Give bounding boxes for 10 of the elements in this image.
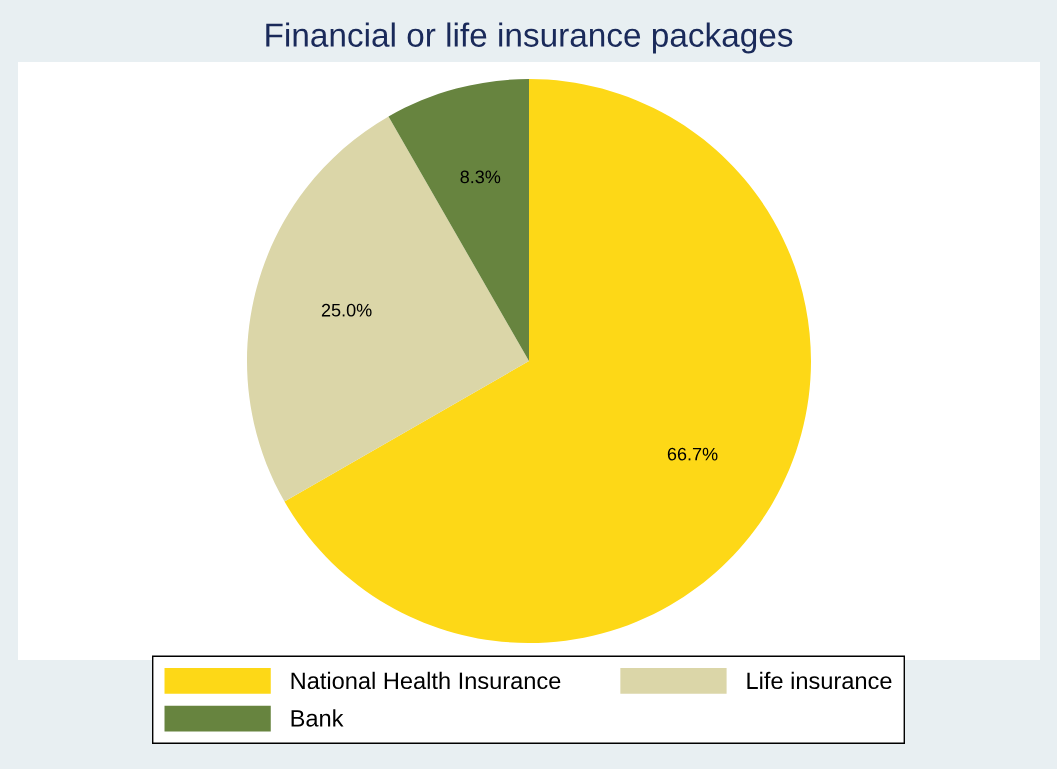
data-label: 66.7% [667,447,718,461]
data-label: 25.0% [321,303,372,317]
pie-slice [247,116,529,502]
chart-title: Financial or life insurance packages [266,22,793,54]
legend-label: Life insurance [747,671,892,690]
legend-label: National Health Insurance [291,671,561,690]
data-label: 8.3% [460,170,501,184]
pie-slice [284,79,811,643]
legend-label: Bank [291,709,344,727]
pie-slice [388,79,529,361]
